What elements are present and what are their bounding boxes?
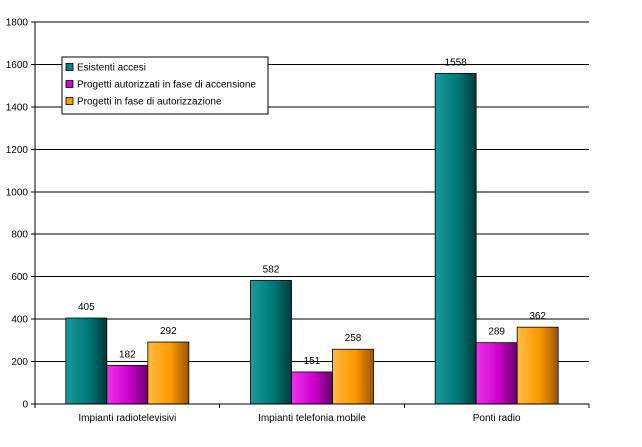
bar [106,364,149,405]
data-label: 1558 [445,57,468,68]
legend-swatch [65,97,74,105]
y-tick-label: 1000 [6,187,29,198]
bar [147,341,190,405]
y-tick-label: 1400 [6,102,29,113]
data-label: 258 [345,333,362,344]
y-tick-label: 0 [22,400,28,411]
bar [250,280,292,405]
y-tick-label: 200 [11,357,28,368]
data-label: 362 [529,311,546,322]
y-tick-label: 800 [11,230,28,241]
legend-swatch [65,80,74,88]
x-axis: Impianti radiotelevisivi Impianti telefon… [34,403,590,424]
y-tick-label: 1200 [6,145,29,156]
y-tick-label: 400 [11,315,28,326]
bar [475,342,518,405]
data-label: 182 [119,349,136,360]
legend-label: Esistenti accesi [77,63,146,74]
x-category-label: Ponti radio [473,413,521,424]
legend-box [61,56,269,115]
x-category-label: Impianti radiotelevisivi [78,413,176,424]
bar [291,371,333,405]
y-tick-label: 1800 [6,18,29,29]
y-tick-label: 600 [11,272,28,283]
legend-swatch [65,63,74,71]
legend-label: Progetti autorizzati in fase di accensio… [77,80,256,91]
bar [516,326,559,405]
bars: 405 582 1558 182 151 289 292 258 362 [65,57,559,405]
bar [332,348,374,405]
data-label: 289 [488,327,505,338]
data-label: 405 [78,302,95,313]
y-tick-label: 1600 [6,60,29,71]
bar [65,317,108,405]
data-label: 292 [160,326,177,337]
x-category-label: Impianti telefonia mobile [258,413,366,424]
bar [434,72,477,405]
data-label: 582 [263,264,280,275]
legend: Esistenti accesi Progetti autorizzati in … [61,56,269,115]
y-axis: 0 200 400 600 800 1000 1200 1400 1600 1800 [6,18,36,411]
legend-label: Progetti in fase di autorizzazione [77,97,222,108]
data-label: 151 [304,356,321,367]
